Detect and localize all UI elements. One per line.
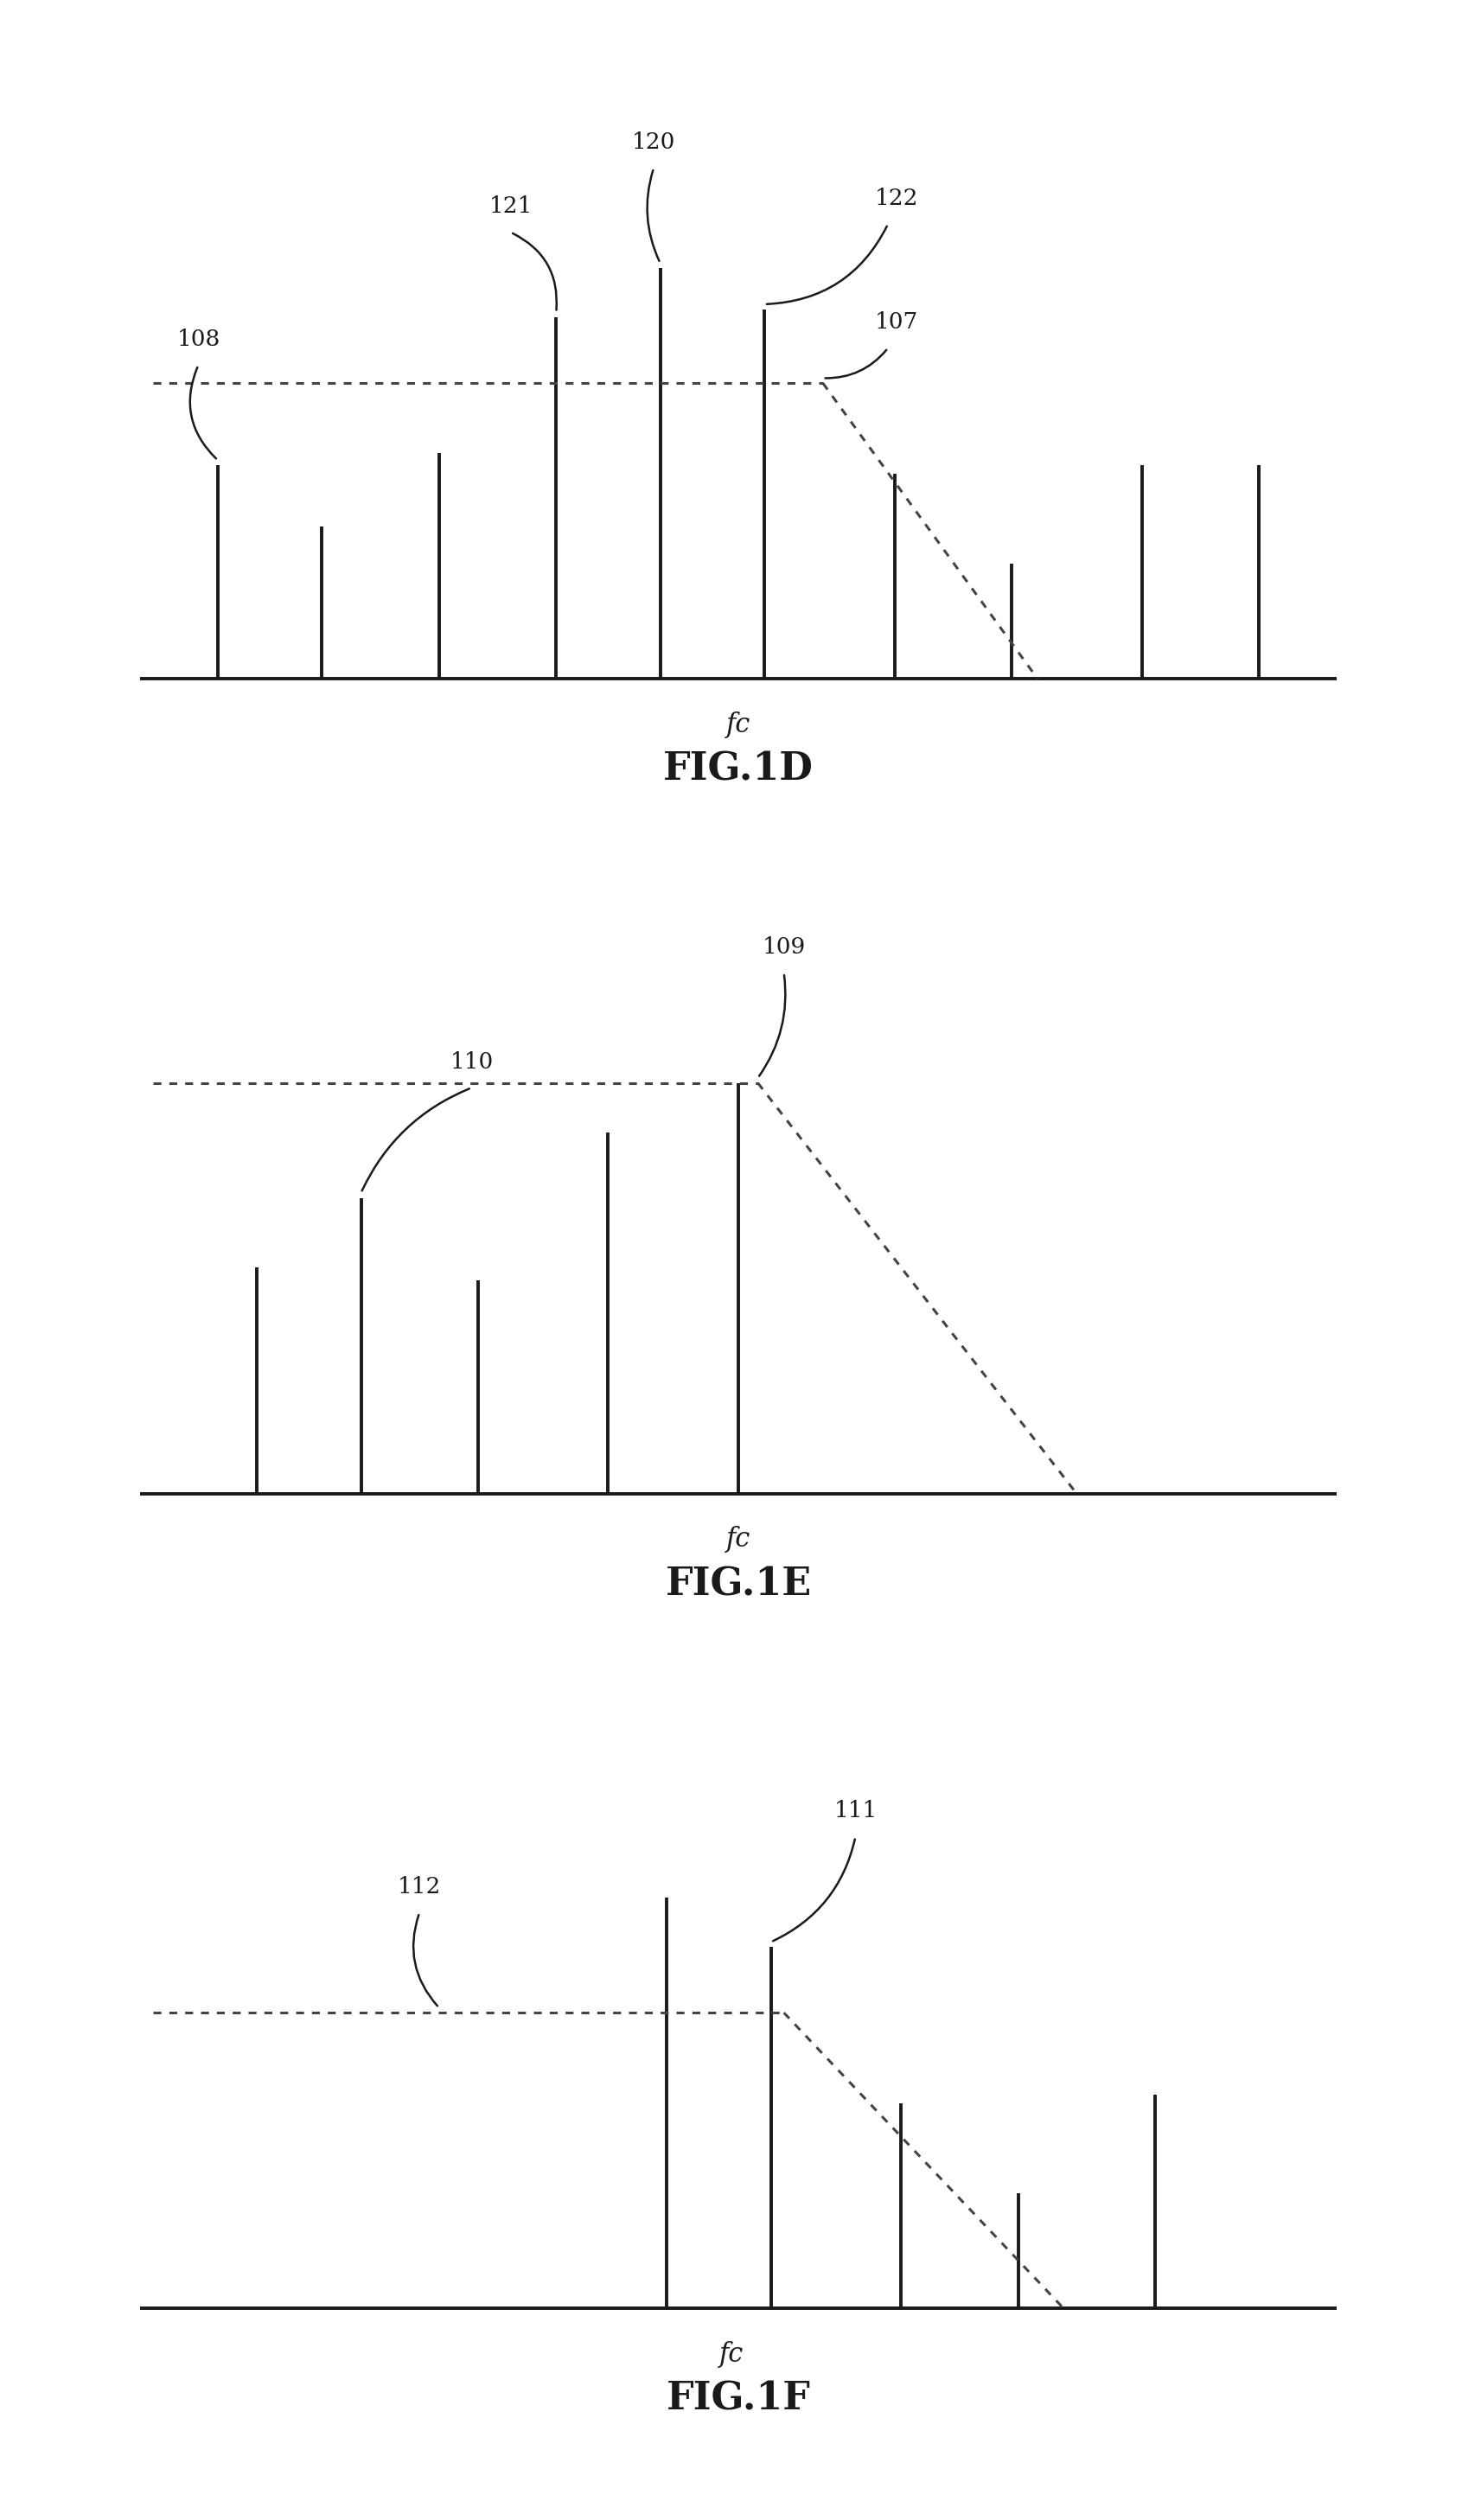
Text: fc: fc bbox=[719, 2341, 744, 2369]
Text: FIG.1E: FIG.1E bbox=[665, 1565, 811, 1603]
Text: 109: 109 bbox=[762, 935, 806, 958]
Text: 108: 108 bbox=[177, 328, 221, 350]
Text: 110: 110 bbox=[450, 1051, 493, 1074]
Text: FIG.1F: FIG.1F bbox=[667, 2381, 810, 2417]
Text: fc: fc bbox=[727, 1527, 750, 1552]
Text: 120: 120 bbox=[632, 131, 675, 154]
Text: FIG.1D: FIG.1D bbox=[664, 751, 813, 789]
Text: 111: 111 bbox=[833, 1799, 877, 1822]
Text: 112: 112 bbox=[398, 1875, 442, 1898]
Text: 107: 107 bbox=[874, 312, 918, 333]
Text: fc: fc bbox=[727, 711, 750, 738]
Text: 122: 122 bbox=[874, 186, 918, 209]
Text: 121: 121 bbox=[488, 197, 532, 217]
